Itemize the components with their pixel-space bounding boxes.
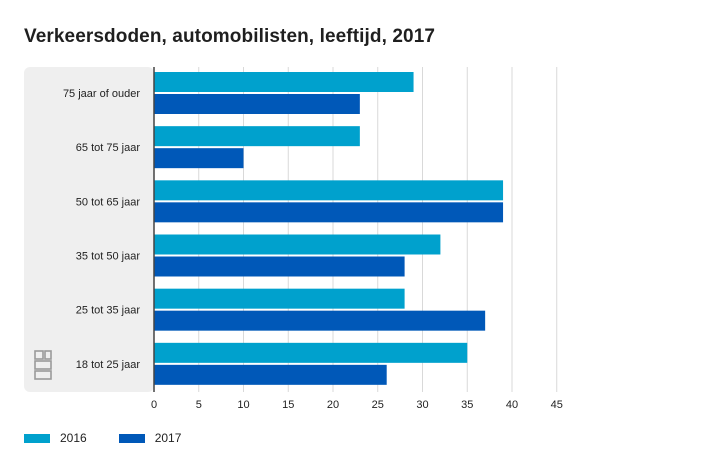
legend-swatch-2016 [24, 433, 50, 443]
bar-2017 [154, 202, 504, 223]
legend-label-2016: 2016 [60, 431, 87, 445]
x-tick-label: 5 [196, 399, 202, 411]
bar-2016 [154, 126, 360, 147]
category-panel [24, 67, 154, 392]
bar-2016 [154, 234, 441, 255]
category-label: 65 tot 75 jaar [76, 142, 141, 154]
bar-2016 [154, 180, 504, 201]
bar-2016 [154, 288, 405, 309]
legend-item-2017: 2017 [118, 431, 182, 445]
x-tick-label: 45 [551, 399, 563, 411]
x-tick-label: 10 [237, 399, 249, 411]
category-label: 50 tot 65 jaar [76, 196, 141, 208]
x-tick-label: 25 [372, 399, 384, 411]
bar-2016 [154, 72, 414, 92]
legend-label-2017: 2017 [154, 431, 182, 445]
legend-swatch-2017 [118, 433, 145, 443]
x-tick-label: 40 [506, 399, 518, 411]
bars [154, 72, 504, 385]
x-tick-label: 20 [327, 399, 339, 411]
gridlines [198, 67, 558, 392]
x-tick-label: 15 [282, 399, 294, 411]
category-label: 75 jaar of ouder [63, 88, 140, 100]
cbs-logo-icon [34, 350, 52, 380]
category-label: 35 tot 50 jaar [76, 251, 141, 263]
category-label: 25 tot 35 jaar [76, 305, 141, 317]
x-tick-labels: 0 5 10 15 20 25 30 35 40 45 [151, 399, 563, 411]
bar-2016 [154, 342, 468, 363]
bar-2017 [154, 148, 244, 169]
bar-2017 [154, 310, 486, 331]
chart-title: Verkeersdoden, automobilisten, leeftijd,… [24, 26, 436, 47]
category-label: 18 tot 25 jaar [76, 359, 141, 371]
x-tick-label: 30 [416, 399, 428, 411]
bar-2017 [154, 364, 387, 385]
legend: 2016 2017 [24, 431, 213, 445]
bar-2017 [154, 256, 405, 277]
legend-item-2016: 2016 [24, 431, 87, 445]
x-tick-label: 35 [461, 399, 473, 411]
bar-2017 [154, 94, 360, 114]
x-tick-label: 0 [151, 399, 157, 411]
category-labels: 75 jaar of ouder 65 tot 75 jaar 50 tot 65 … [63, 88, 140, 371]
